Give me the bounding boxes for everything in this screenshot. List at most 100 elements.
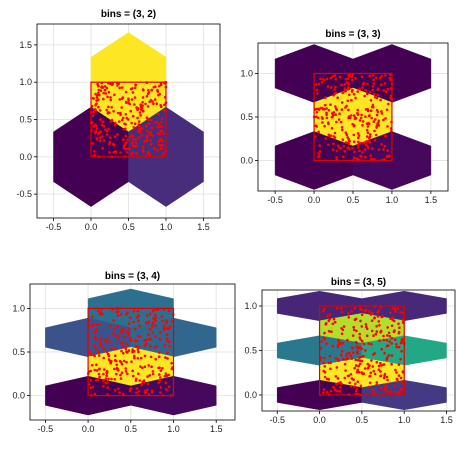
scatter-point — [367, 385, 371, 389]
scatter-point — [351, 146, 354, 150]
scatter-point — [333, 88, 336, 91]
scatter-point — [103, 88, 107, 92]
scatter-point — [119, 151, 122, 154]
scatter-point — [399, 341, 403, 345]
scatter-point — [366, 92, 369, 96]
scatter-point — [339, 120, 343, 124]
scatter-point — [353, 117, 357, 121]
scatter-point — [322, 309, 325, 313]
scatter-point — [345, 354, 348, 357]
scatter-point — [91, 142, 94, 145]
scatter-point — [371, 388, 375, 392]
scatter-point — [368, 90, 372, 94]
scatter-point — [352, 124, 356, 128]
scatter-point — [363, 94, 366, 98]
scatter-point — [346, 88, 350, 91]
scatter-point — [375, 383, 378, 387]
scatter-point — [357, 134, 361, 137]
scatter-point — [124, 370, 128, 373]
scatter-point — [332, 142, 335, 146]
scatter-point — [132, 126, 136, 129]
scatter-point — [351, 347, 355, 350]
scatter-point — [337, 359, 340, 362]
scatter-point — [96, 378, 100, 381]
scatter-point — [105, 86, 109, 90]
scatter-point — [125, 342, 129, 346]
scatter-point — [112, 319, 115, 322]
scatter-point — [384, 74, 387, 77]
scatter-point — [397, 345, 401, 349]
y-tick-label: 0.5 — [240, 112, 253, 122]
scatter-point — [124, 123, 127, 126]
scatter-point — [343, 87, 347, 91]
scatter-point — [359, 384, 363, 388]
scatter-point — [346, 356, 349, 360]
scatter-point — [331, 148, 335, 151]
scatter-point — [128, 135, 131, 139]
scatter-point — [333, 320, 337, 324]
scatter-point — [120, 86, 124, 89]
scatter-point — [127, 327, 131, 331]
scatter-point — [129, 316, 132, 320]
scatter-point — [336, 345, 340, 349]
scatter-point — [336, 96, 339, 99]
scatter-point — [359, 116, 363, 120]
scatter-point — [97, 372, 101, 376]
scatter-point — [163, 324, 166, 327]
scatter-point — [130, 338, 133, 342]
scatter-point — [126, 138, 129, 142]
scatter-point — [120, 327, 124, 331]
scatter-point — [373, 317, 376, 320]
scatter-point — [365, 135, 369, 138]
scatter-point — [334, 85, 337, 89]
scatter-point — [360, 355, 363, 359]
scatter-points — [89, 81, 168, 158]
scatter-point — [379, 306, 383, 309]
scatter-point — [325, 77, 329, 81]
scatter-point — [96, 93, 99, 97]
scatter-point — [133, 122, 137, 125]
scatter-point — [113, 367, 116, 371]
x-tick-label: 1.0 — [160, 222, 173, 232]
scatter-point — [368, 381, 372, 385]
scatter-point — [131, 369, 134, 373]
scatter-point — [170, 320, 174, 323]
scatter-point — [324, 323, 328, 326]
scatter-point — [139, 365, 142, 368]
scatter-point — [133, 356, 136, 360]
scatter-point — [165, 319, 168, 322]
scatter-point — [363, 148, 367, 151]
scatter-point — [121, 342, 125, 345]
scatter-point — [160, 315, 164, 318]
scatter-point — [102, 124, 106, 128]
scatter-point — [368, 140, 372, 144]
scatter-point — [347, 311, 350, 315]
scatter-point — [145, 342, 148, 345]
scatter-point — [117, 336, 120, 340]
scatter-point — [97, 91, 100, 95]
scatter-point — [395, 377, 399, 381]
scatter-point — [127, 99, 130, 102]
scatter-point — [386, 378, 389, 382]
scatter-point — [136, 348, 140, 351]
scatter-point — [341, 357, 345, 361]
scatter-point — [346, 352, 349, 355]
scatter-point — [156, 126, 159, 129]
scatter-point — [167, 385, 171, 389]
scatter-point — [95, 363, 98, 367]
scatter-point — [361, 339, 364, 343]
scatter-point — [149, 338, 152, 341]
scatter-point — [385, 155, 389, 159]
scatter-point — [157, 355, 161, 359]
y-tick-label: 1.0 — [240, 68, 253, 78]
scatter-point — [126, 147, 129, 151]
scatter-point — [376, 315, 380, 318]
scatter-point — [327, 329, 331, 333]
scatter-point — [126, 118, 130, 121]
scatter-point — [131, 141, 134, 145]
scatter-point — [334, 375, 338, 378]
x-tick-label: 1.5 — [197, 222, 210, 232]
scatter-point — [164, 381, 167, 385]
scatter-point — [119, 360, 123, 364]
scatter-point — [347, 74, 350, 77]
